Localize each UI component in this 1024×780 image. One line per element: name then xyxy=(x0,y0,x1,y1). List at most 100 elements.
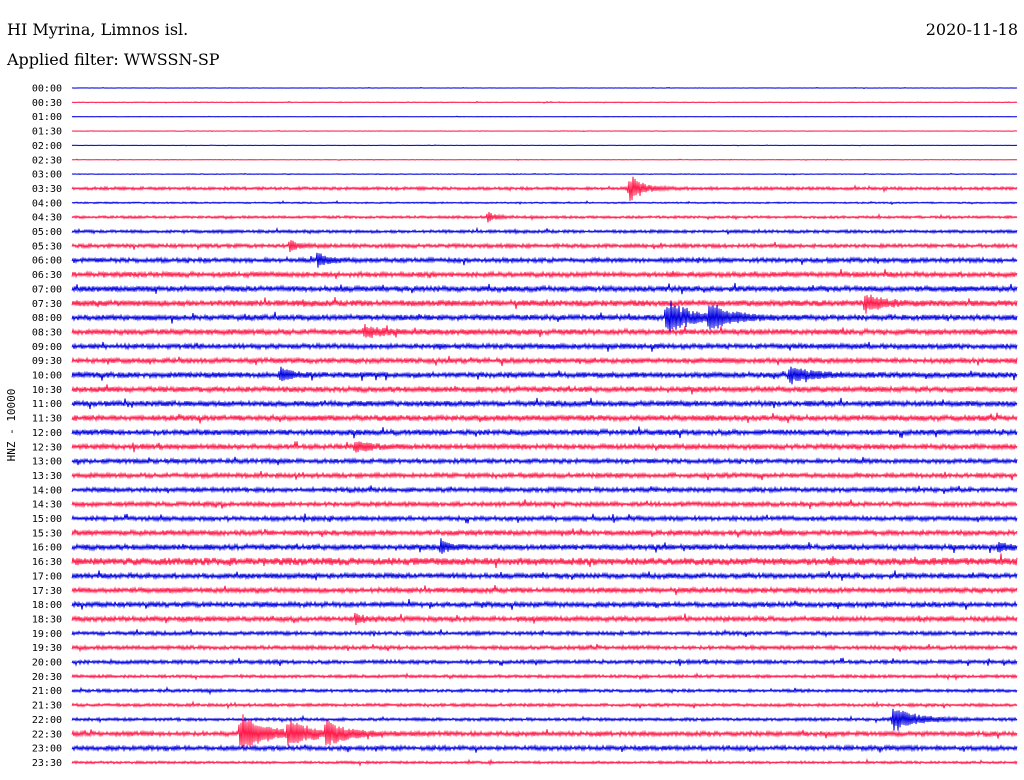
filter-label: Applied filter: WWSSN-SP xyxy=(7,50,220,69)
time-tick-1730: 17:30 xyxy=(32,586,62,597)
trace-2030 xyxy=(71,672,1018,681)
time-tick-0930: 09:30 xyxy=(32,356,62,367)
time-tick-0730: 07:30 xyxy=(32,299,62,310)
time-tick-0400: 04:00 xyxy=(32,198,62,209)
time-tick-0000: 00:00 xyxy=(32,84,62,95)
trace-2130 xyxy=(71,700,1018,710)
trace-2100 xyxy=(71,686,1018,696)
time-tick-1200: 12:00 xyxy=(32,428,62,439)
trace-0130 xyxy=(71,129,1018,133)
trace-0900 xyxy=(71,341,1018,352)
seismic-traces xyxy=(71,86,1018,767)
time-tick-2230: 22:30 xyxy=(32,729,62,740)
trace-1400 xyxy=(71,485,1018,494)
date-label: 2020-11-18 xyxy=(925,20,1018,39)
trace-0300 xyxy=(71,172,1018,176)
trace-1830 xyxy=(71,612,1018,626)
trace-0630 xyxy=(71,269,1018,279)
trace-2300 xyxy=(71,743,1018,753)
time-tick-1830: 18:30 xyxy=(32,614,62,625)
time-tick-0200: 02:00 xyxy=(32,141,62,152)
trace-0200 xyxy=(71,144,1018,147)
time-tick-1900: 19:00 xyxy=(32,629,62,640)
trace-0100 xyxy=(71,115,1018,118)
time-tick-1400: 14:00 xyxy=(32,485,62,496)
time-tick-2200: 22:00 xyxy=(32,715,62,726)
trace-2200 xyxy=(71,708,1018,731)
trace-1530 xyxy=(71,528,1018,538)
time-tick-0100: 01:00 xyxy=(32,112,62,123)
time-tick-0800: 08:00 xyxy=(32,313,62,324)
trace-0930 xyxy=(71,355,1018,367)
trace-1730 xyxy=(71,585,1018,596)
trace-1230 xyxy=(71,441,1018,453)
trace-0700 xyxy=(71,282,1018,295)
time-tick-1130: 11:30 xyxy=(32,414,62,425)
time-tick-0530: 05:30 xyxy=(32,241,62,252)
time-tick-0300: 03:00 xyxy=(32,170,62,181)
time-tick-1000: 10:00 xyxy=(32,371,62,382)
time-tick-0230: 02:30 xyxy=(32,155,62,166)
trace-1330 xyxy=(71,471,1018,481)
time-tick-2330: 23:30 xyxy=(32,758,62,769)
time-tick-0330: 03:30 xyxy=(32,184,62,195)
time-tick-0030: 00:30 xyxy=(32,98,62,109)
time-tick-1800: 18:00 xyxy=(32,600,62,611)
time-tick-1230: 12:30 xyxy=(32,442,62,453)
time-tick-1930: 19:30 xyxy=(32,643,62,654)
time-tick-0600: 06:00 xyxy=(32,256,62,267)
trace-0800 xyxy=(71,301,1018,335)
trace-1900 xyxy=(71,628,1018,638)
trace-1500 xyxy=(71,513,1018,524)
trace-0230 xyxy=(71,158,1018,161)
trace-0400 xyxy=(71,200,1018,206)
time-tick-0500: 05:00 xyxy=(32,227,62,238)
time-tick-labels: 00:00 00:30 01:00 01:30 02:00 02:30 03:00 03:30… xyxy=(32,84,62,769)
time-tick-1700: 17:00 xyxy=(32,571,62,582)
trace-0030 xyxy=(71,100,1018,104)
trace-0830 xyxy=(71,323,1018,338)
trace-1930 xyxy=(71,643,1018,653)
trace-0430 xyxy=(71,212,1018,223)
trace-0500 xyxy=(71,226,1018,236)
trace-1700 xyxy=(71,570,1018,581)
time-tick-1630: 16:30 xyxy=(32,557,62,568)
time-tick-0700: 07:00 xyxy=(32,284,62,295)
station-title: HI Myrina, Limnos isl. xyxy=(7,20,189,39)
time-tick-1530: 15:30 xyxy=(32,528,62,539)
trace-1300 xyxy=(71,456,1018,466)
time-tick-2300: 23:00 xyxy=(32,744,62,755)
time-tick-1100: 11:00 xyxy=(32,399,62,410)
trace-1000 xyxy=(71,366,1018,385)
trace-0730 xyxy=(71,294,1018,314)
trace-2000 xyxy=(71,657,1018,667)
trace-0600 xyxy=(71,252,1018,268)
time-tick-0130: 01:30 xyxy=(32,127,62,138)
time-tick-0900: 09:00 xyxy=(32,342,62,353)
time-tick-2030: 20:30 xyxy=(32,672,62,683)
time-tick-0430: 04:30 xyxy=(32,213,62,224)
time-tick-0630: 06:30 xyxy=(32,270,62,281)
trace-1630 xyxy=(71,553,1018,569)
time-tick-1030: 10:30 xyxy=(32,385,62,396)
trace-0000 xyxy=(71,86,1018,90)
trace-1130 xyxy=(71,412,1018,424)
time-tick-2100: 21:00 xyxy=(32,686,62,697)
time-tick-1500: 15:00 xyxy=(32,514,62,525)
time-tick-0830: 08:30 xyxy=(32,327,62,338)
trace-1600 xyxy=(71,538,1018,554)
time-tick-1600: 16:00 xyxy=(32,543,62,554)
trace-1800 xyxy=(71,599,1018,610)
time-tick-1330: 13:30 xyxy=(32,471,62,482)
trace-0330 xyxy=(71,176,1018,201)
trace-0530 xyxy=(71,240,1018,253)
channel-label: HNZ - 10000 xyxy=(5,389,18,462)
trace-1030 xyxy=(71,384,1018,395)
time-tick-1300: 13:00 xyxy=(32,457,62,468)
trace-1430 xyxy=(71,499,1018,509)
time-tick-1430: 14:30 xyxy=(32,500,62,511)
trace-2230 xyxy=(71,714,1018,748)
trace-1200 xyxy=(71,426,1018,439)
trace-1100 xyxy=(71,397,1018,410)
